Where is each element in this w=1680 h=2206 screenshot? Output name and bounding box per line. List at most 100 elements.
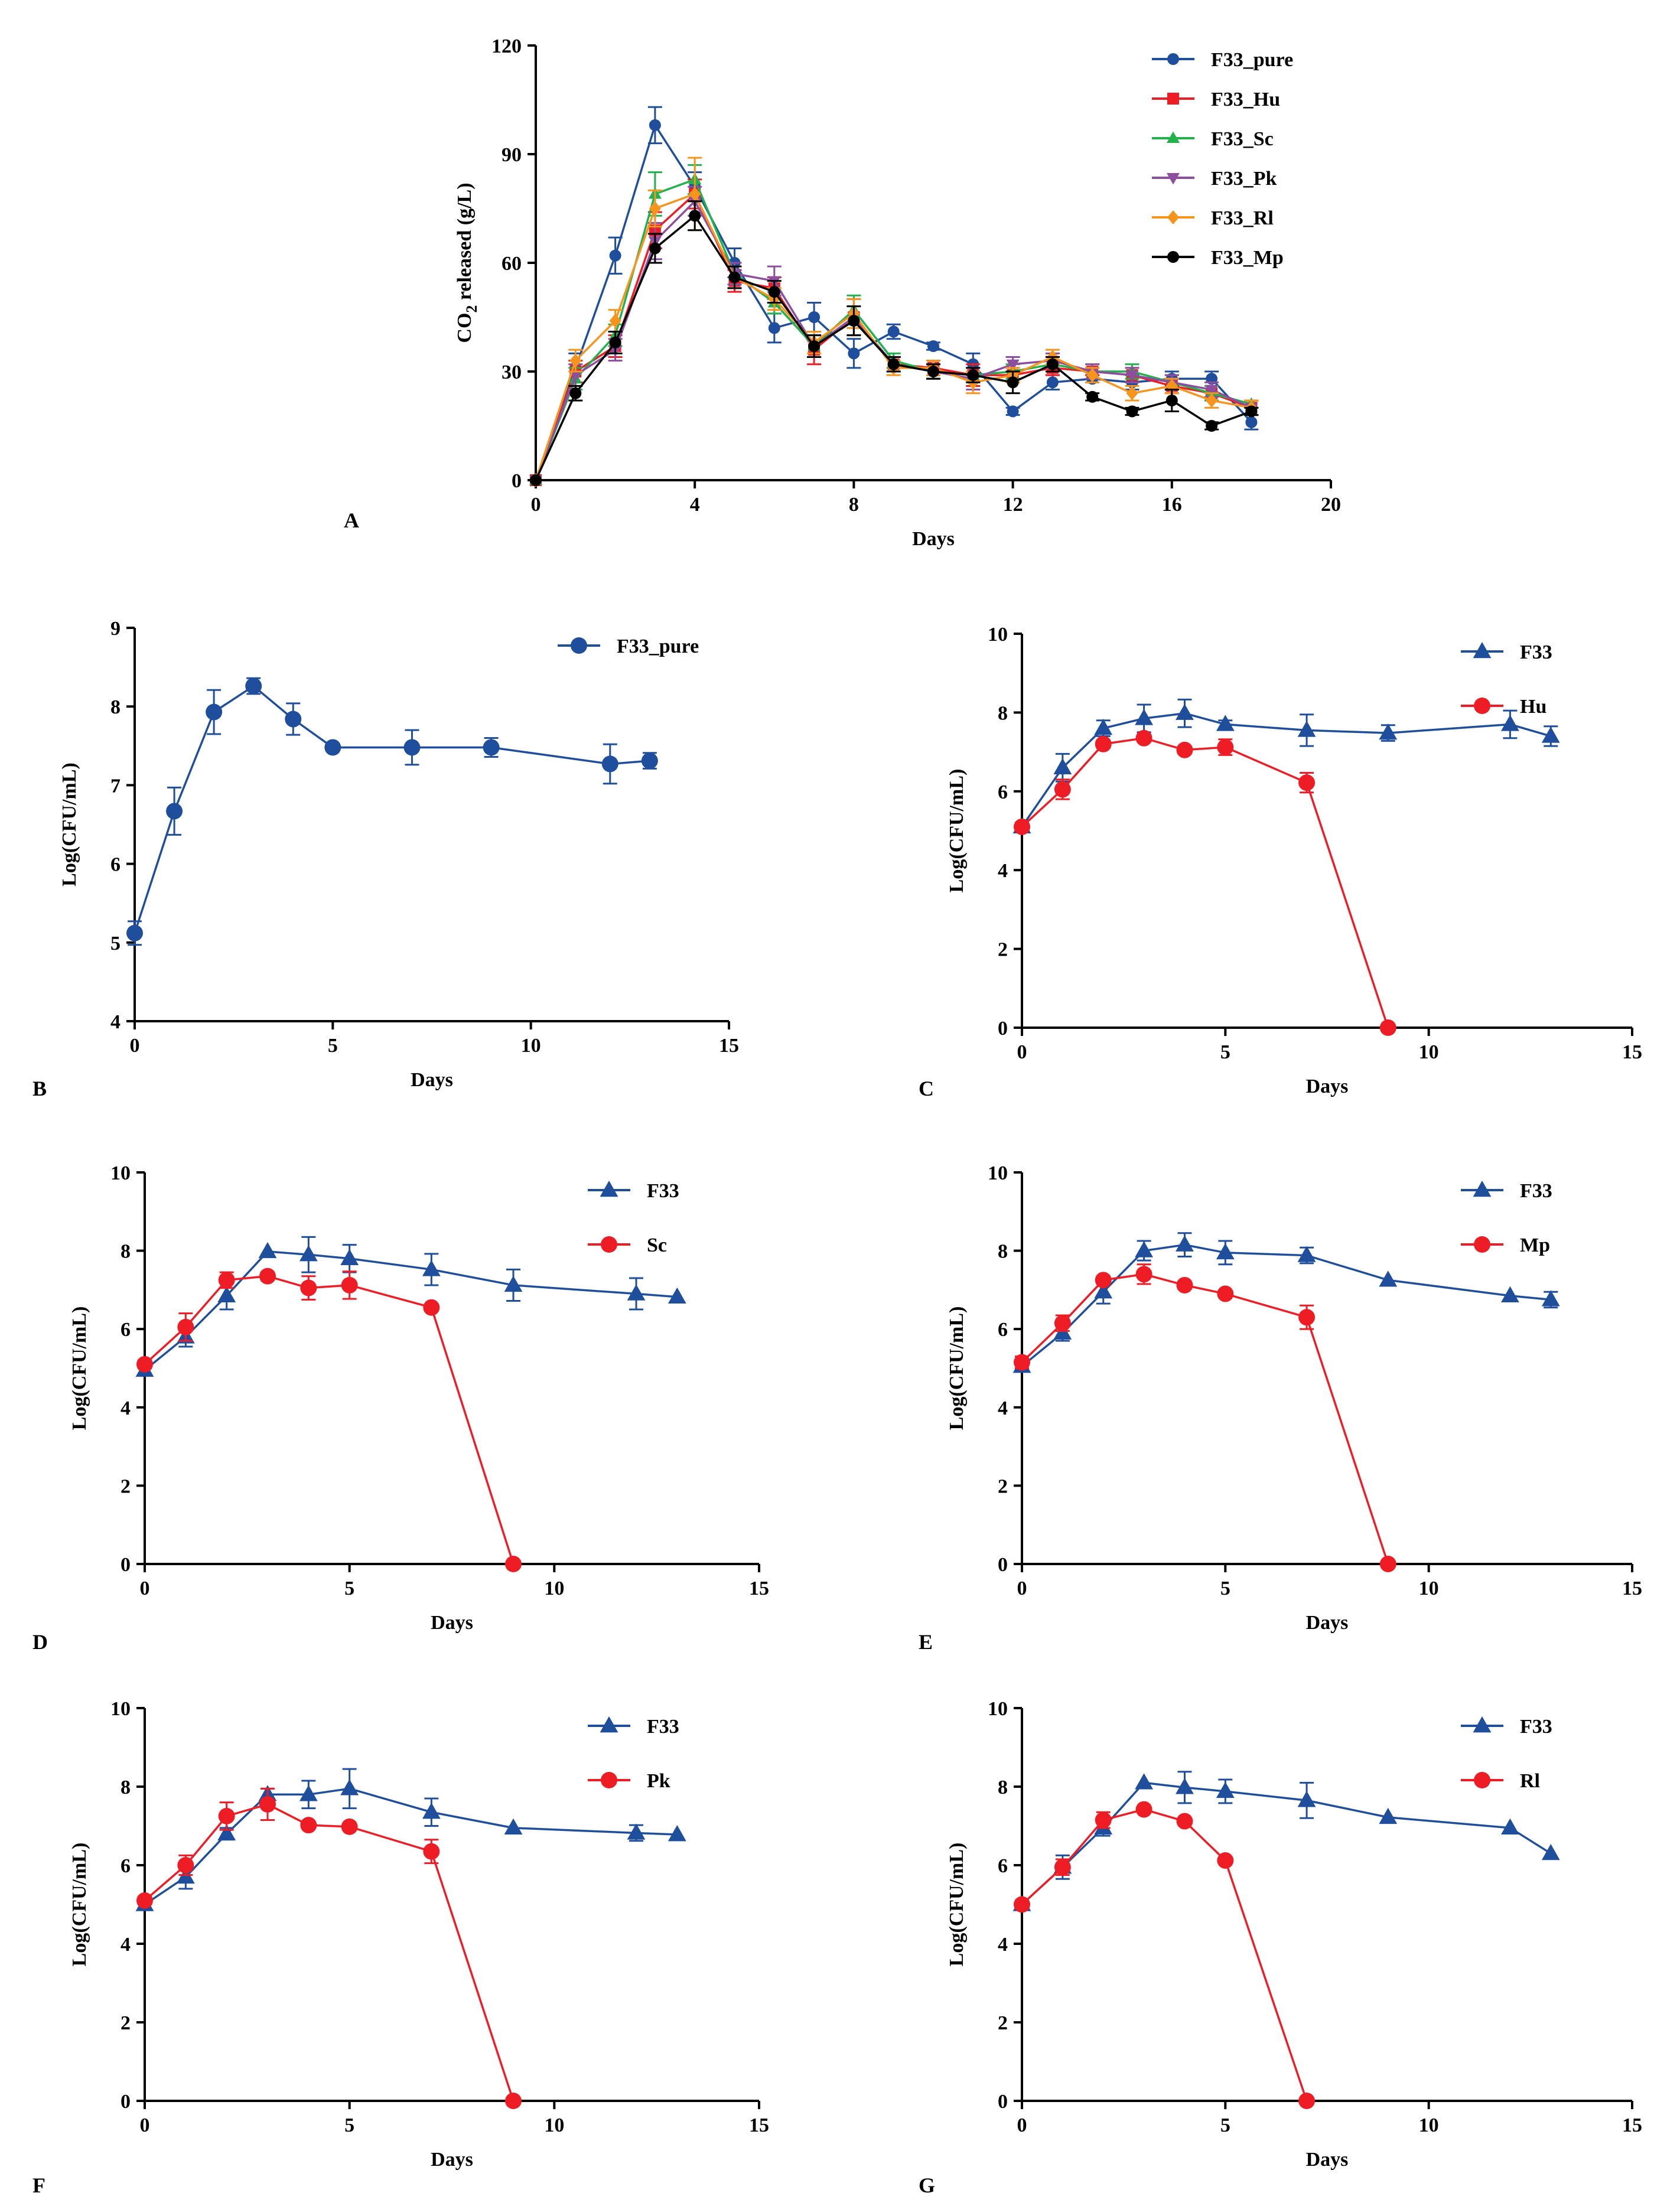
data-point [1046, 358, 1059, 370]
x-tick-label: 15 [1622, 2114, 1642, 2136]
data-point [1094, 1282, 1113, 1299]
y-axis-title-sub: 2 [463, 305, 480, 313]
data-point [217, 1286, 236, 1303]
x-tick-label: 0 [1017, 1578, 1027, 1599]
data-point [1205, 384, 1219, 397]
panel-a: 0 4 8 12 16 20 0 30 60 90 120 Days CO2 released (g/L… [344, 35, 1341, 550]
legend-marker [1473, 641, 1492, 659]
panel-label: C [919, 1077, 934, 1100]
data-point [166, 803, 183, 820]
y-tick-label: 8 [998, 1777, 1008, 1798]
x-tick-label: 15 [719, 1035, 739, 1057]
legend-item: F33_Mp [1152, 247, 1284, 269]
data-point [1007, 376, 1019, 389]
data-point [259, 1267, 276, 1285]
y-tick-label: 2 [121, 2012, 131, 2034]
y-tick-label: 6 [998, 1319, 1008, 1341]
legend-label: Sc [647, 1234, 667, 1256]
series-line [144, 1787, 678, 1905]
y-tick-label: 6 [121, 1319, 131, 1341]
data-point [808, 340, 821, 353]
data-point [609, 336, 621, 348]
data-point [848, 315, 860, 327]
legend-label: F33 [1520, 1180, 1552, 1202]
data-point [1007, 405, 1019, 418]
series-line [1021, 1808, 1308, 2101]
data-point [1501, 715, 1519, 731]
data-point [1297, 721, 1316, 737]
panel-f: 0 5 10 15 0 2 4 6 8 10 Days Log(CFU/mL) F F33 Pk [32, 1698, 769, 2197]
data-point [1379, 1556, 1396, 1572]
data-point [1176, 1778, 1194, 1794]
data-point [1135, 1266, 1152, 1283]
data-point [136, 1355, 153, 1373]
series-line [144, 1803, 515, 2101]
data-point [689, 187, 701, 201]
data-point [422, 1803, 441, 1819]
data-point [1541, 1290, 1560, 1306]
y-tick-label: 0 [998, 1018, 1008, 1040]
x-tick-label: 5 [1220, 1578, 1230, 1599]
data-point [1206, 420, 1218, 432]
legend-item: Hu [1461, 696, 1546, 718]
legend-label: Rl [1520, 1770, 1540, 1792]
data-point [1135, 1241, 1153, 1257]
legend-item: Pk [588, 1770, 670, 1792]
panel-label: A [344, 509, 359, 532]
legend-label: F33 [1520, 1716, 1552, 1738]
panel-g: 0 5 10 15 0 2 4 6 8 10 Days Log(CFU/mL) G F33 Rl [919, 1698, 1642, 2197]
series-line [1021, 737, 1389, 1028]
data-point [245, 677, 262, 695]
data-point [218, 1272, 235, 1289]
legend-item: F33 [1461, 1180, 1552, 1202]
data-point [1086, 368, 1099, 383]
legend-marker [1473, 1180, 1492, 1197]
data-point [423, 1843, 440, 1860]
x-tick-label: 10 [1419, 2114, 1439, 2136]
legend-item: F33 [1461, 641, 1552, 663]
data-point [967, 369, 979, 382]
series-line [1021, 1781, 1552, 1905]
legend-label: F33_Pk [1211, 168, 1277, 190]
data-point [1245, 405, 1258, 418]
x-tick-label: 5 [1220, 1041, 1230, 1063]
data-point [668, 1825, 686, 1842]
panel-e: 0 5 10 15 0 2 4 6 8 10 Days Log(CFU/mL) E F33 Mp [919, 1162, 1642, 1654]
data-point [341, 1276, 358, 1293]
data-point [1094, 718, 1113, 735]
x-tick-label: 15 [1622, 1041, 1642, 1063]
x-tick-label: 10 [544, 1578, 564, 1599]
series-f33-pure [126, 677, 658, 946]
legend-item: F33_pure [558, 636, 699, 657]
data-point [1054, 1315, 1071, 1332]
data-point [668, 1287, 686, 1304]
y-tick-label: 10 [988, 1698, 1008, 1720]
y-tick-label: 7 [110, 775, 121, 797]
legend-label: F33 [647, 1716, 679, 1738]
data-point [1125, 370, 1139, 382]
y-tick-label: 8 [121, 1777, 131, 1798]
data-point [1501, 1286, 1519, 1303]
series-line [535, 122, 1252, 481]
data-point [1216, 715, 1235, 731]
x-tick-label: 8 [849, 494, 859, 516]
legend-label: F33 [647, 1180, 679, 1202]
x-tick-label: 10 [521, 1035, 541, 1057]
series-f33 [1012, 698, 1560, 834]
data-point [1298, 1309, 1316, 1326]
data-point [1217, 1852, 1234, 1869]
panel-label: G [919, 2174, 935, 2197]
series-rl [1014, 1801, 1316, 2109]
panel-b: 0 5 10 15 4 5 6 7 8 9 Days Log(CFU/mL) B F33_pure [32, 618, 739, 1100]
data-point [1206, 393, 1218, 408]
y-axis-title: Log(CFU/mL) [946, 1306, 968, 1431]
data-point [423, 1299, 440, 1316]
series-line [535, 214, 1252, 481]
legend-marker [571, 637, 587, 654]
y-tick-label: 4 [121, 1397, 131, 1419]
data-point [1135, 709, 1153, 725]
x-tick-label: 5 [344, 2114, 354, 2136]
data-point [1379, 723, 1398, 740]
y-tick-label: 8 [998, 702, 1008, 724]
legend-marker [1167, 131, 1180, 143]
